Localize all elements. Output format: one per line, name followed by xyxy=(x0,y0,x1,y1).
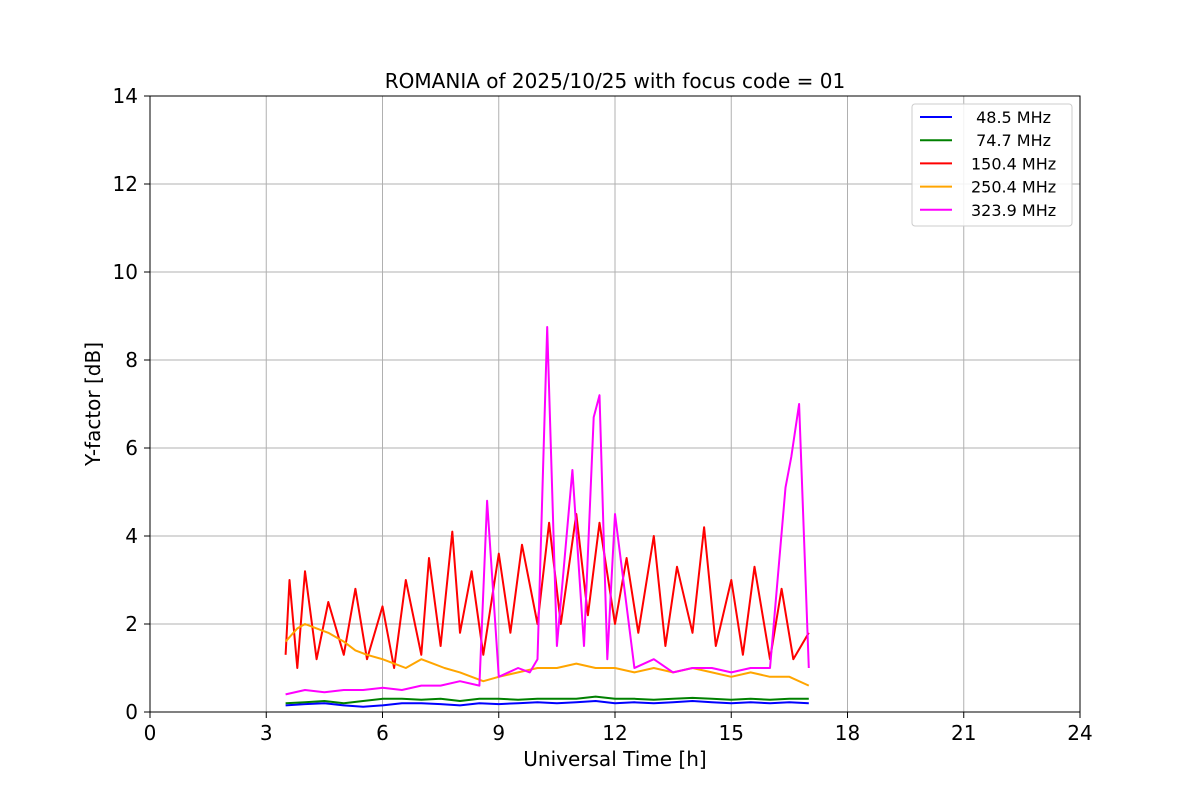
x-tick-label: 18 xyxy=(835,721,860,745)
x-tick-label: 0 xyxy=(144,721,157,745)
x-tick-label: 12 xyxy=(602,721,627,745)
x-tick-label: 9 xyxy=(492,721,505,745)
x-axis: 0 3 6 9 12 15 18 21 24 xyxy=(144,712,1093,745)
x-tick-label: 3 xyxy=(260,721,273,745)
y-axis-label: Y-factor [dB] xyxy=(81,342,105,467)
series-layer xyxy=(284,326,810,708)
y-tick-label: 4 xyxy=(125,524,138,548)
series-line-3 xyxy=(284,623,810,687)
legend-entry: 48.5 MHz xyxy=(971,108,1051,127)
y-tick-label: 2 xyxy=(125,612,138,636)
x-tick-label: 15 xyxy=(719,721,744,745)
x-axis-label: Universal Time [h] xyxy=(523,747,706,771)
series-line-4 xyxy=(285,326,810,696)
chart-title: ROMANIA of 2025/10/25 with focus code = … xyxy=(385,69,845,93)
series-line-2 xyxy=(284,513,810,669)
legend-entry: 74.7 MHz xyxy=(971,131,1051,150)
x-tick-label: 24 xyxy=(1067,721,1092,745)
y-tick-label: 12 xyxy=(113,172,138,196)
y-tick-label: 14 xyxy=(113,84,138,108)
legend-entry: 323.9 MHz xyxy=(971,201,1056,220)
y-tick-label: 0 xyxy=(125,700,138,724)
legend-entry: 150.4 MHz xyxy=(971,154,1056,173)
legend-box xyxy=(911,103,1073,227)
y-tick-label: 8 xyxy=(125,348,138,372)
legend: 48.5 MHz 74.7 MHz 150.4 MHz 250.4 MHz 323.9… xyxy=(911,103,1073,227)
x-tick-label: 21 xyxy=(951,721,976,745)
y-axis: 0 2 4 6 8 10 12 14 xyxy=(113,84,150,724)
legend-entry: 250.4 MHz xyxy=(971,178,1056,197)
y-tick-label: 6 xyxy=(125,436,138,460)
x-tick-label: 6 xyxy=(376,721,389,745)
series-line-1 xyxy=(285,695,809,705)
y-tick-label: 10 xyxy=(113,260,138,284)
series-line-0 xyxy=(285,700,809,708)
